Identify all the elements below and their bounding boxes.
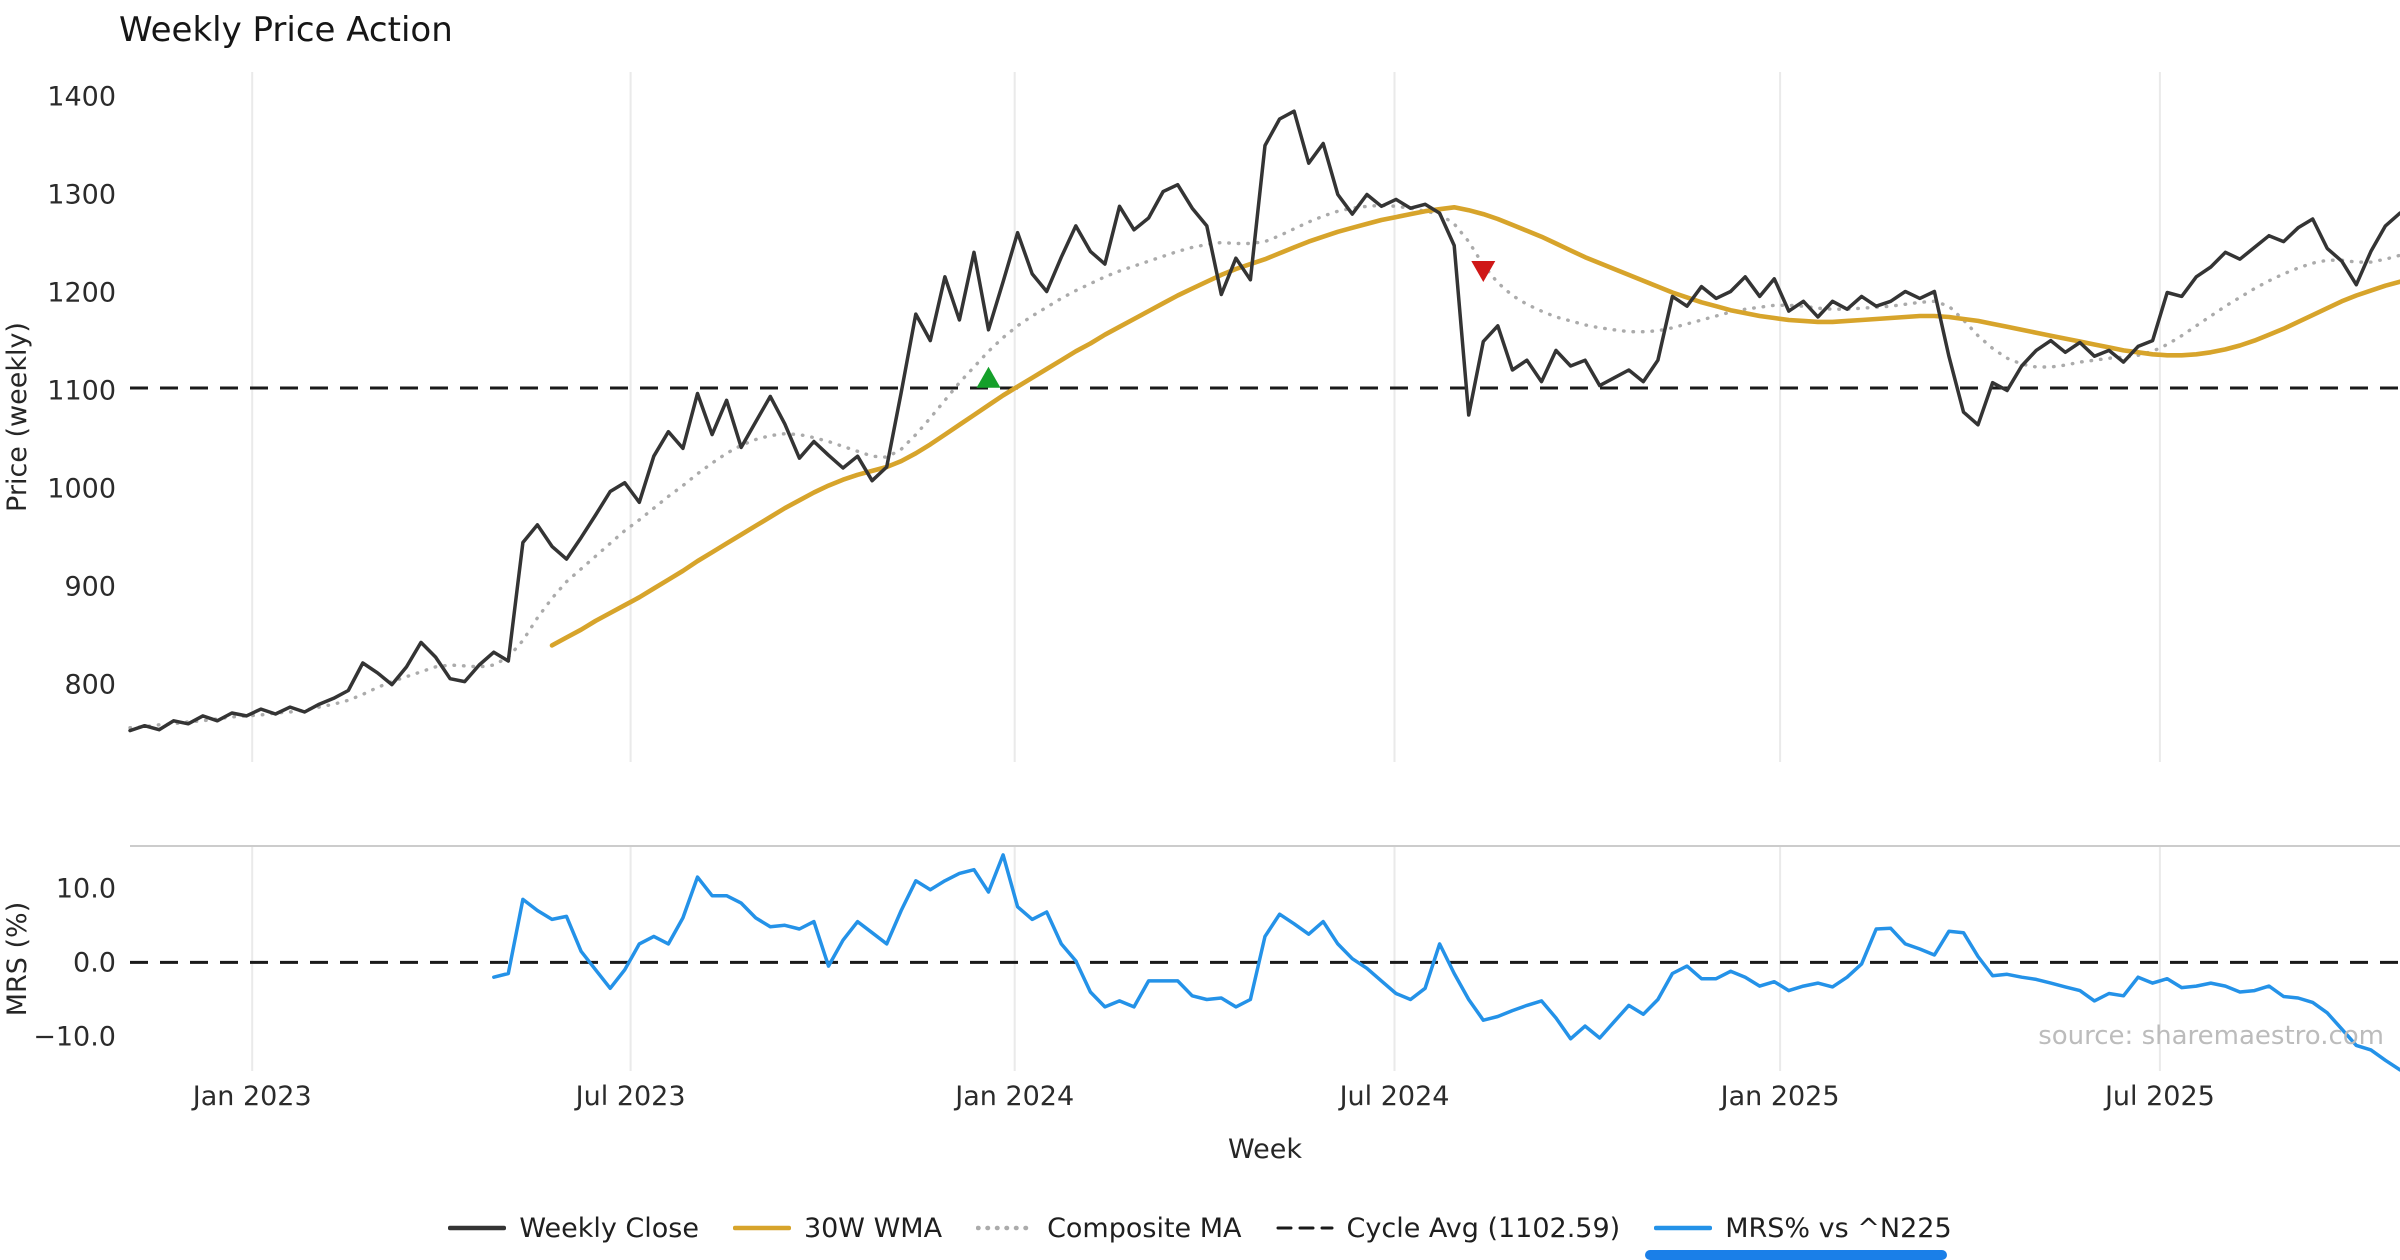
legend-swatch (732, 1225, 791, 1231)
chart-title: Weekly Price Action (119, 10, 453, 50)
mrs-tick-label: −10.0 (33, 1022, 116, 1053)
x-tick-label: Jul 2024 (1338, 1081, 1450, 1112)
legend-item-cycle-avg-1102-59: Cycle Avg (1102.59) (1276, 1212, 1621, 1244)
legend-swatch (976, 1225, 1035, 1231)
legend-item-30w-wma: 30W WMA (732, 1212, 943, 1244)
legend-item-mrs-vs-n225: MRS% vs ^N225 (1654, 1212, 1952, 1244)
legend-item-weekly-close: Weekly Close (448, 1213, 699, 1244)
price-tick-label: 900 (64, 572, 116, 603)
legend: Weekly Close 30W WMA Composite MA Cycle Avg… (0, 1206, 2400, 1250)
source-note: source: sharemaestro.com (2038, 1021, 2384, 1051)
x-tick-label: Jan 2023 (191, 1081, 312, 1112)
x-tick-label: Jan 2025 (1719, 1081, 1840, 1112)
series-layer (128, 109, 2400, 1072)
price-tick-label: 1400 (47, 82, 116, 113)
weekly-close-line (128, 109, 2400, 733)
x-tick-label: Jan 2024 (953, 1081, 1074, 1112)
price-tick-label: 1300 (47, 180, 116, 211)
week-axis-label: Week (1228, 1134, 1302, 1165)
mrs-axis-label: MRS (%) (2, 902, 33, 1017)
legend-label: Composite MA (1047, 1212, 1242, 1244)
composite-ma-line (128, 203, 2400, 730)
price-tick-label: 800 (64, 670, 116, 701)
price-tick-label: 1000 (47, 474, 116, 505)
sell-signal-marker (1471, 261, 1496, 282)
mrs-tick-label: 0.0 (73, 947, 116, 978)
legend-item-composite-ma: Composite MA (976, 1212, 1242, 1244)
legend-swatch (448, 1225, 507, 1231)
tick-layer: 800 900 1000 1100 1200 1300 1400 10.0 0.0 −10.0 Ja… (33, 82, 2215, 1113)
mrs-tick-label: 10.0 (56, 873, 116, 904)
legend-swatch (1276, 1226, 1334, 1230)
x-tick-label: Jul 2025 (2103, 1081, 2215, 1112)
legend-swatch (1654, 1225, 1713, 1231)
legend-label: Cycle Avg (1102.59) (1346, 1212, 1621, 1244)
legend-label: Weekly Close (519, 1212, 699, 1244)
scrollbar-thumb[interactable] (1645, 1250, 1947, 1260)
buy-signal-marker (976, 366, 1001, 388)
legend-label: MRS% vs ^N225 (1725, 1212, 1952, 1244)
price-tick-label: 1200 (47, 278, 116, 309)
x-tick-label: Jul 2023 (574, 1081, 686, 1112)
wma-line (549, 205, 2400, 648)
price-tick-label: 1100 (47, 376, 116, 407)
mrs-line (492, 853, 2400, 1072)
grid-layer (130, 72, 2400, 1071)
legend-label: 30W WMA (803, 1212, 943, 1244)
price-axis-label: Price (weekly) (2, 322, 33, 512)
